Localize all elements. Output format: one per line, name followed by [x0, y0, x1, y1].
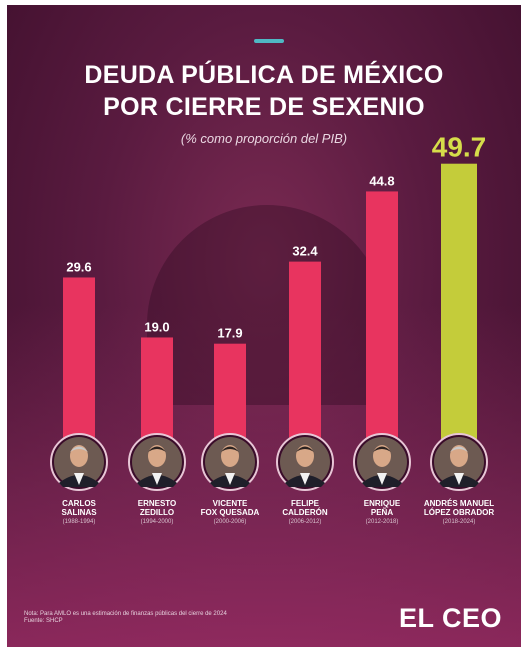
president-name-5: ANDRÉS MANUEL LÓPEZ OBRADOR: [414, 499, 504, 517]
avatar-1: [128, 433, 186, 491]
president-name-line2: ZEDILLO: [139, 508, 175, 517]
president-name-line2: SALINAS: [61, 508, 97, 517]
president-name-line1: CARLOS: [62, 499, 96, 508]
bar-2: [214, 343, 246, 445]
chart-title-line2: POR CIERRE DE SEXENIO: [103, 93, 425, 121]
president-name-line2: LÓPEZ OBRADOR: [423, 508, 495, 517]
bar-3: [289, 261, 321, 445]
president-name-1: ERNESTO ZEDILLO: [112, 499, 202, 517]
bar-1: [141, 337, 173, 445]
president-name-4: ENRIQUE PEÑA: [337, 499, 427, 517]
avatar-5: [430, 433, 488, 491]
president-name-line1: FELIPE: [290, 499, 319, 508]
data-label-3: 32.4: [292, 244, 318, 259]
bar-chart: 29.6 19.0 17.9 32.4 44.8 49.7: [50, 132, 488, 491]
bar-4: [366, 191, 398, 445]
president-name-2: VICENTE FOX QUESADA: [185, 499, 275, 517]
footnote-source: Fuente: SHCP: [24, 618, 63, 624]
title-accent-line: [254, 39, 284, 43]
data-label-4: 44.8: [369, 173, 394, 188]
president-name-3: FELIPE CALDERÓN: [260, 499, 350, 517]
president-name-line2: FOX QUESADA: [200, 508, 260, 517]
president-name-line1: ERNESTO: [137, 499, 177, 508]
president-years-5: (2018-2024): [442, 519, 476, 525]
bars-group: 29.6 19.0 17.9 32.4 44.8 49.7: [63, 132, 486, 445]
president-years-4: (2012-2018): [365, 519, 399, 525]
brand-logo: EL CEO: [399, 603, 503, 633]
infographic-frame: DEUDA PÚBLICA DE MÉXICO POR CIERRE DE SE…: [7, 5, 521, 647]
avatar-2: [201, 433, 259, 491]
bar-5: [441, 163, 477, 445]
footnote-note: Nota: Para AMLO es una estimación de fin…: [24, 611, 227, 617]
avatar-0: [50, 433, 108, 491]
footnote: Nota: Para AMLO es una estimación de fin…: [24, 611, 227, 625]
president-years-1: (1994-2000): [140, 519, 174, 525]
chart-title-line1: DEUDA PÚBLICA DE MÉXICO: [84, 61, 444, 89]
president-years-2: (2000-2006): [213, 519, 247, 525]
president-name-0: CARLOS SALINAS: [34, 499, 124, 517]
avatars-group: [50, 433, 488, 491]
background-arch: [147, 205, 387, 405]
president-name-line2: CALDERÓN: [282, 508, 328, 517]
data-label-1: 19.0: [144, 319, 169, 334]
president-name-line1: VICENTE: [212, 499, 248, 508]
chart-subtitle: (% como proporción del PIB): [180, 131, 348, 146]
avatar-3: [276, 433, 334, 491]
data-label-2: 17.9: [217, 326, 242, 341]
data-label-5: 49.7: [432, 132, 487, 163]
avatar-4: [353, 433, 411, 491]
president-name-line1: ANDRÉS MANUEL: [423, 499, 495, 508]
president-name-line1: ENRIQUE: [363, 499, 401, 508]
bar-0: [63, 277, 95, 445]
president-name-line2: PEÑA: [370, 508, 394, 517]
president-years-0: (1988-1994): [62, 519, 96, 525]
data-label-0: 29.6: [66, 259, 91, 274]
president-years-3: (2006-2012): [288, 519, 322, 525]
